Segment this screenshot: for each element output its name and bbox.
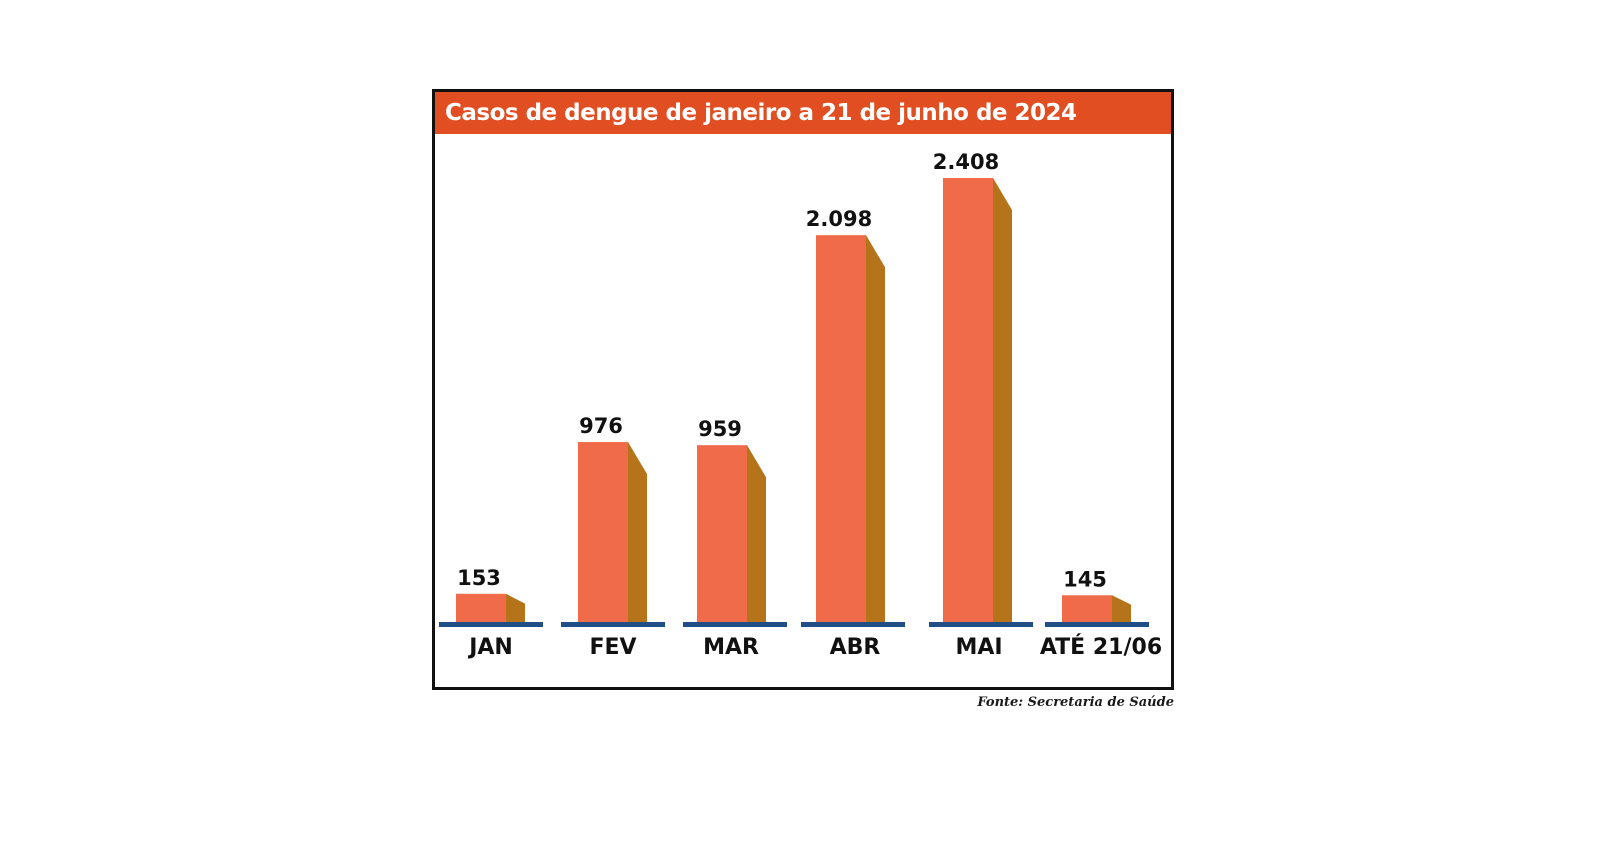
data-label: 959 xyxy=(698,417,742,441)
category-label: MAR xyxy=(703,635,759,660)
baseline-segment xyxy=(929,622,1033,627)
data-label: 976 xyxy=(579,414,623,438)
baseline-segment xyxy=(561,622,665,627)
bar-jan xyxy=(456,593,506,622)
bar-side-abr xyxy=(866,235,885,622)
bar-side-fev xyxy=(628,442,647,622)
chart-title: Casos de dengue de janeiro a 21 de junho… xyxy=(435,92,1171,134)
bar-chart-plot: 153 JAN 976 FEV 959 MAR 2.098 ABR 2.408 MAI 145 ATÉ… xyxy=(439,150,1162,660)
baseline-segment xyxy=(439,622,543,627)
category-label: MAI xyxy=(955,635,1002,660)
category-label: FEV xyxy=(589,635,636,660)
bar-fev xyxy=(578,442,628,622)
bar-side-at-21-06 xyxy=(1112,595,1131,622)
baseline-segment xyxy=(683,622,787,627)
category-label: ABR xyxy=(830,635,881,660)
bar-side-jan xyxy=(506,593,525,622)
bar-at-21-06 xyxy=(1062,595,1112,622)
bar-mar xyxy=(697,445,747,622)
bar-side-mai xyxy=(993,178,1012,622)
source-note: Fonte: Secretaria de Saúde xyxy=(977,695,1174,710)
chart-frame: Casos de dengue de janeiro a 21 de junho… xyxy=(432,89,1174,690)
category-label: ATÉ 21/06 xyxy=(1040,634,1162,660)
bar-mai xyxy=(943,178,993,622)
category-label: JAN xyxy=(467,635,513,660)
baseline-segment xyxy=(801,622,905,627)
bar-abr xyxy=(816,235,866,622)
baseline-segment xyxy=(1045,622,1149,627)
data-label: 2.098 xyxy=(806,207,872,231)
data-label: 145 xyxy=(1063,567,1107,591)
bar-side-mar xyxy=(747,445,766,622)
data-label: 2.408 xyxy=(933,150,999,174)
data-label: 153 xyxy=(457,566,501,590)
